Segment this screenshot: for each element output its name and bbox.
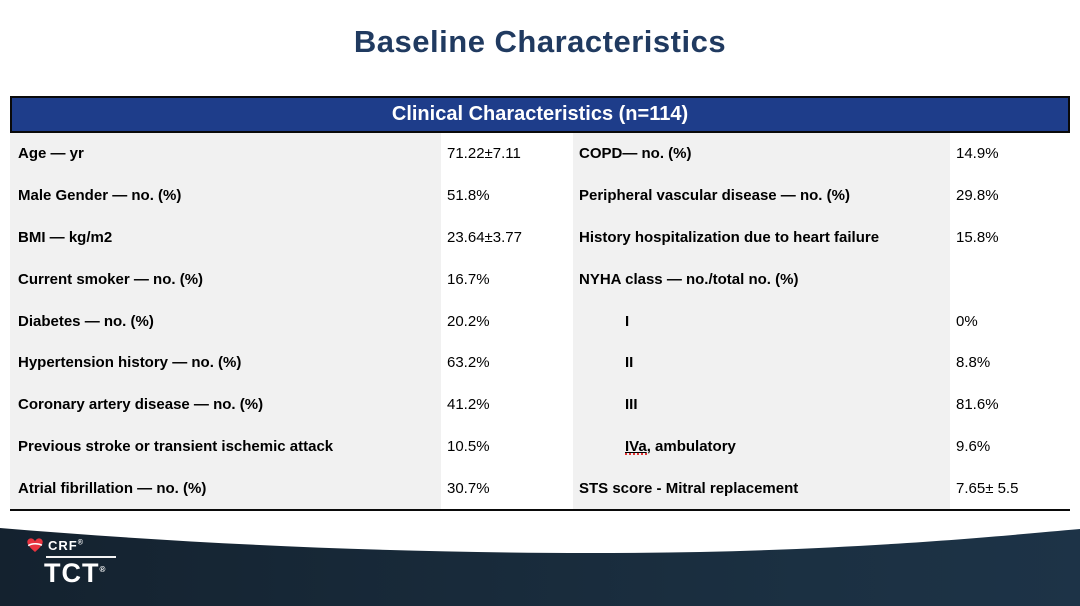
row-label-rest: , ambulatory: [646, 437, 736, 455]
row-label: Hypertension history — no. (%): [10, 341, 441, 384]
row-label: COPD— no. (%): [573, 133, 950, 175]
row-value: 8.8%: [950, 341, 1070, 384]
row-label: Age — yr: [10, 133, 441, 175]
row-label: History hospitalization due to heart fai…: [573, 216, 950, 259]
row-label: Male Gender — no. (%): [10, 174, 441, 217]
logo-divider-line: [46, 556, 116, 558]
tct-crf-logo: CRF® TCT®: [26, 537, 116, 587]
row-value: 14.9%: [950, 133, 1070, 175]
row-value: 51.8%: [441, 174, 573, 217]
row-value: 0%: [950, 300, 1070, 342]
row-value: 23.64±3.77: [441, 216, 573, 259]
row-value: 9.6%: [950, 425, 1070, 468]
clinical-characteristics-table: Clinical Characteristics (n=114) Age — y…: [10, 96, 1070, 512]
row-value: 71.22±7.11: [441, 133, 573, 175]
row-label: Previous stroke or transient ischemic at…: [10, 425, 441, 468]
row-label: BMI — kg/m2: [10, 216, 441, 259]
row-value: 81.6%: [950, 383, 1070, 426]
heart-icon: [27, 538, 43, 552]
row-value: 41.2%: [441, 383, 573, 426]
crf-label: CRF®: [48, 537, 84, 553]
spellcheck-underlined-text: IVa: [625, 437, 647, 455]
row-value: 15.8%: [950, 216, 1070, 259]
table-body: Age — yr 71.22±7.11 COPD— no. (%) 14.9% …: [10, 133, 1070, 512]
row-label-nyha-class-iva: IVa, ambulatory: [573, 425, 950, 468]
page-title: Baseline Characteristics: [353, 24, 727, 59]
row-value: 29.8%: [950, 174, 1070, 217]
registered-mark: ®: [99, 565, 107, 574]
row-label: Peripheral vascular disease — no. (%): [573, 174, 950, 217]
row-value: 20.2%: [441, 300, 573, 342]
row-label: NYHA class — no./total no. (%): [573, 258, 950, 301]
table-header: Clinical Characteristics (n=114): [10, 96, 1070, 133]
tct-label: TCT®: [44, 558, 107, 588]
row-label: Atrial fibrillation — no. (%): [10, 467, 441, 510]
row-label: Diabetes — no. (%): [10, 300, 441, 342]
row-label: Current smoker — no. (%): [10, 258, 441, 301]
crf-logo-row: CRF®: [26, 537, 116, 553]
row-label: STS score - Mitral replacement: [573, 467, 950, 510]
row-value: 16.7%: [441, 258, 573, 301]
row-value: [950, 258, 1070, 301]
row-label-nyha-class-i: I: [573, 300, 950, 342]
row-label-nyha-class-ii: II: [573, 341, 950, 384]
registered-mark: ®: [77, 539, 84, 547]
row-value: 7.65± 5.5: [950, 467, 1070, 510]
row-label-nyha-class-iii: III: [573, 383, 950, 426]
row-value: 63.2%: [441, 341, 573, 384]
footer-wave-shape: [0, 528, 1080, 606]
row-value: 30.7%: [441, 467, 573, 510]
row-label: Coronary artery disease — no. (%): [10, 383, 441, 426]
row-value: 10.5%: [441, 425, 573, 468]
